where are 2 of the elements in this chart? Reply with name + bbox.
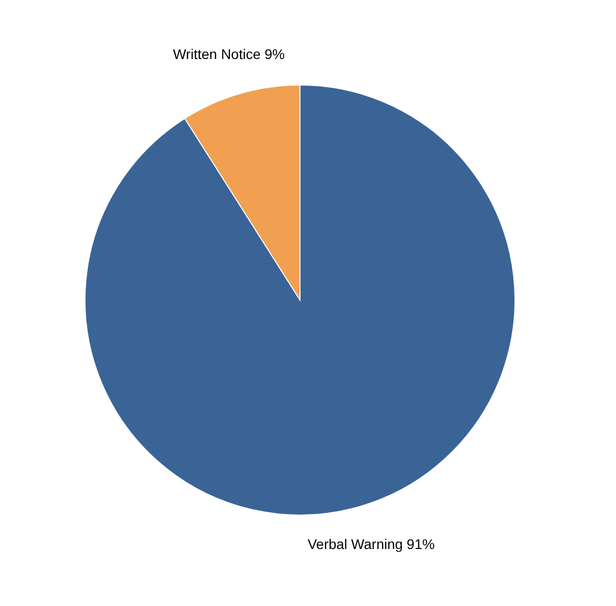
slice-label: Written Notice 9% bbox=[172, 46, 285, 62]
slice-label: Verbal Warning 91% bbox=[308, 536, 435, 552]
